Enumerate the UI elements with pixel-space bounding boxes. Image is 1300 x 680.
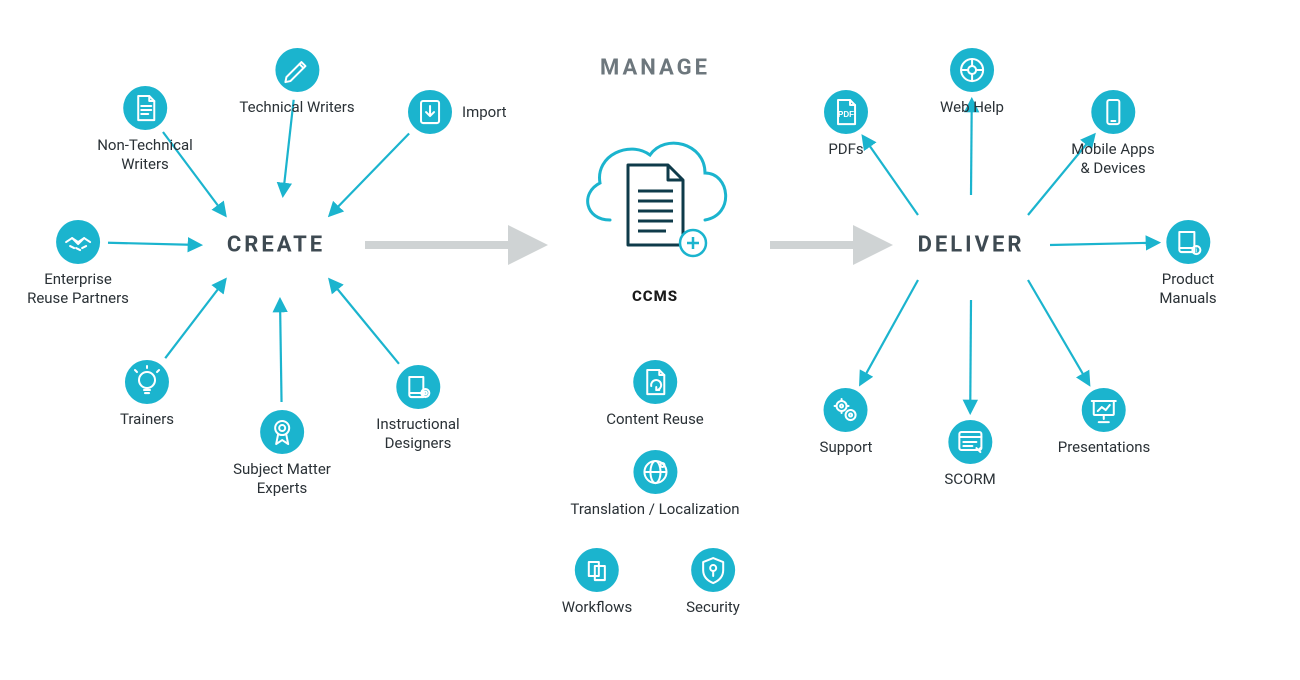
present-icon [1082, 388, 1126, 432]
cloud-document-icon [570, 125, 740, 275]
import-node: Import [408, 90, 507, 134]
enterprise-node: Enterprise Reuse Partners [27, 220, 129, 308]
security-node: Security [686, 548, 740, 617]
nontech-node: Non-Technical Writers [97, 86, 193, 174]
pdfs-label: PDFs [828, 140, 863, 159]
ccms-label: CCMS [632, 287, 678, 305]
support-label: Support [820, 438, 873, 457]
enterprise-label: Enterprise Reuse Partners [27, 270, 129, 308]
web-help-node: Web Help [940, 48, 1004, 117]
security-label: Security [686, 598, 740, 617]
tech-writers-label: Technical Writers [239, 98, 354, 117]
presentations-node: Presentations [1058, 388, 1151, 457]
manuals-node: i Product Manuals [1159, 220, 1216, 308]
pencil-icon [275, 48, 319, 92]
ribbon-icon [260, 410, 304, 454]
docs-icon [575, 548, 619, 592]
sme-node: Subject Matter Experts [233, 410, 331, 498]
book-gear-icon [396, 365, 440, 409]
import-label: Import [462, 103, 507, 122]
instructional-node: Instructional Designers [376, 365, 459, 453]
mobile-node: Mobile Apps & Devices [1071, 90, 1154, 178]
pdfs-node: PDF PDFs [824, 90, 868, 159]
doc-refresh-icon [633, 360, 677, 404]
lifebuoy-icon [950, 48, 994, 92]
web-help-label: Web Help [940, 98, 1004, 117]
manuals-label: Product Manuals [1159, 270, 1216, 308]
pdf-icon: PDF [824, 90, 868, 134]
shield-icon [691, 548, 735, 592]
lightbulb-icon [125, 360, 169, 404]
doc-lines-icon [123, 86, 167, 130]
translation-label: Translation / Localization [570, 500, 739, 519]
translation-node: Translation / Localization [570, 450, 739, 519]
manual-icon: i [1166, 220, 1210, 264]
tech-writers-node: Technical Writers [239, 48, 354, 117]
sme-label: Subject Matter Experts [233, 460, 331, 498]
browser-icon [948, 420, 992, 464]
support-node: Support [820, 388, 873, 457]
workflows-label: Workflows [562, 598, 632, 617]
handshake-icon [56, 220, 100, 264]
create-hub-label: CREATE [227, 233, 325, 258]
scorm-node: SCORM [944, 420, 995, 489]
scorm-label: SCORM [944, 470, 995, 489]
content-reuse-node: Content Reuse [606, 360, 704, 429]
trainers-node: Trainers [120, 360, 174, 429]
download-icon [408, 90, 452, 134]
trainers-label: Trainers [120, 410, 174, 429]
instructional-label: Instructional Designers [376, 415, 459, 453]
deliver-hub-label: DELIVER [918, 233, 1025, 258]
presentations-label: Presentations [1058, 438, 1151, 457]
phone-icon [1091, 90, 1135, 134]
workflows-node: Workflows [562, 548, 632, 617]
content-reuse-label: Content Reuse [606, 410, 704, 429]
gears-icon [824, 388, 868, 432]
nontech-label: Non-Technical Writers [97, 136, 193, 174]
mobile-label: Mobile Apps & Devices [1071, 140, 1154, 178]
ccms-center: CCMS [570, 125, 740, 305]
manage-section-title: MANAGE [600, 56, 710, 81]
globe-icon [633, 450, 677, 494]
svg-text:PDF: PDF [838, 110, 854, 119]
